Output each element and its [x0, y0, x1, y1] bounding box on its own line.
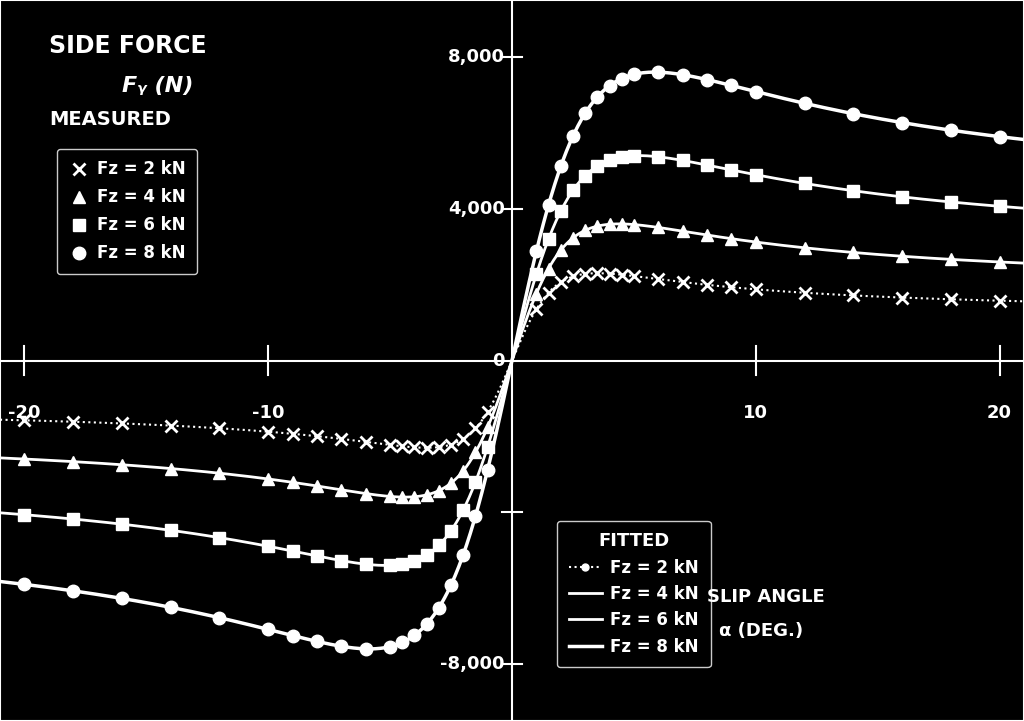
- Legend: Fz = 2 kN, Fz = 4 kN, Fz = 6 kN, Fz = 8 kN: Fz = 2 kN, Fz = 4 kN, Fz = 6 kN, Fz = 8 …: [557, 521, 711, 668]
- Text: 20: 20: [987, 404, 1012, 422]
- Text: 8,000: 8,000: [447, 48, 505, 66]
- Text: SIDE FORCE: SIDE FORCE: [49, 34, 207, 58]
- Text: 0: 0: [493, 352, 505, 369]
- Text: -10: -10: [252, 404, 285, 422]
- Text: α (DEG.): α (DEG.): [719, 622, 804, 640]
- Text: -20: -20: [8, 404, 41, 422]
- Text: MEASURED: MEASURED: [49, 110, 171, 129]
- Text: 4,000: 4,000: [447, 200, 505, 218]
- Text: 10: 10: [743, 404, 768, 422]
- Text: -8,000: -8,000: [440, 655, 505, 673]
- Text: Fᵧ (N): Fᵧ (N): [122, 76, 194, 96]
- Text: SLIP ANGLE: SLIP ANGLE: [707, 588, 824, 606]
